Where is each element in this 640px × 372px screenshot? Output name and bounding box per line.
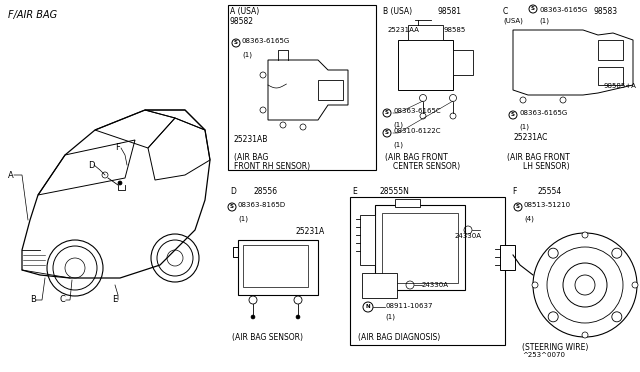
Bar — [375, 205, 465, 290]
Text: 28556: 28556 — [253, 187, 277, 196]
Text: ^253^0070: ^253^0070 — [522, 352, 565, 358]
Text: D: D — [230, 187, 236, 196]
Text: (AIR BAG DIAGNOSIS): (AIR BAG DIAGNOSIS) — [358, 333, 440, 342]
Text: C: C — [503, 7, 508, 16]
Circle shape — [582, 332, 588, 338]
Text: (1): (1) — [238, 215, 248, 221]
Text: S: S — [385, 131, 389, 135]
Bar — [228, 5, 376, 170]
Text: 08310-6122C: 08310-6122C — [393, 128, 440, 134]
Text: 98582: 98582 — [230, 17, 254, 26]
Text: (USA): (USA) — [503, 17, 523, 23]
Circle shape — [582, 232, 588, 238]
Circle shape — [383, 109, 391, 117]
Text: S: S — [385, 110, 389, 115]
Text: 28555N: 28555N — [380, 187, 410, 196]
Text: F: F — [115, 144, 120, 153]
Text: N: N — [365, 305, 371, 310]
Circle shape — [514, 203, 522, 211]
Circle shape — [575, 275, 595, 295]
Text: LH SENSOR): LH SENSOR) — [523, 162, 570, 171]
Text: S: S — [511, 112, 515, 118]
Circle shape — [228, 203, 236, 211]
Bar — [382, 213, 458, 283]
Bar — [243, 245, 308, 287]
Text: S: S — [234, 41, 238, 45]
Text: 98581: 98581 — [438, 7, 462, 16]
Text: 25231A: 25231A — [296, 227, 325, 236]
Text: (AIR BAG FRONT: (AIR BAG FRONT — [507, 153, 570, 162]
Text: (AIR BAG SENSOR): (AIR BAG SENSOR) — [232, 333, 303, 342]
Text: 08911-10637: 08911-10637 — [385, 303, 433, 309]
Text: D: D — [88, 160, 95, 170]
Circle shape — [296, 315, 300, 319]
Circle shape — [232, 39, 240, 47]
Text: 08363-8165D: 08363-8165D — [238, 202, 286, 208]
Text: E: E — [112, 295, 117, 305]
Bar — [395, 199, 420, 207]
Text: 25554: 25554 — [538, 187, 563, 196]
Bar — [500, 245, 515, 270]
Bar — [598, 67, 623, 85]
Text: 98585+A: 98585+A — [603, 83, 636, 89]
Text: (STEERING WIRE): (STEERING WIRE) — [522, 343, 588, 352]
Bar — [362, 273, 397, 298]
Text: S: S — [516, 205, 520, 209]
Text: CENTER SENSOR): CENTER SENSOR) — [393, 162, 460, 171]
Bar — [398, 40, 453, 90]
Text: (1): (1) — [539, 17, 549, 23]
Text: 08513-51210: 08513-51210 — [524, 202, 571, 208]
Bar — [238, 240, 318, 295]
Text: (AIR BAG FRONT: (AIR BAG FRONT — [385, 153, 448, 162]
Text: A: A — [8, 170, 13, 180]
Text: S: S — [230, 205, 234, 209]
Circle shape — [529, 5, 537, 13]
Text: (1): (1) — [519, 123, 529, 129]
Bar — [408, 25, 443, 40]
Bar — [598, 40, 623, 60]
Circle shape — [251, 315, 255, 319]
Text: 08363-6165G: 08363-6165G — [519, 110, 567, 116]
Circle shape — [612, 248, 622, 258]
Text: FRONT RH SENSOR): FRONT RH SENSOR) — [234, 162, 310, 171]
Text: C: C — [60, 295, 66, 305]
Text: (1): (1) — [393, 121, 403, 128]
Text: (1): (1) — [242, 51, 252, 58]
Text: (AIR BAG: (AIR BAG — [234, 153, 268, 162]
Bar — [350, 197, 505, 345]
Text: (1): (1) — [385, 313, 395, 320]
Text: B (USA): B (USA) — [383, 7, 412, 16]
Text: F/AIR BAG: F/AIR BAG — [8, 10, 57, 20]
Circle shape — [532, 282, 538, 288]
Text: 98585: 98585 — [443, 27, 465, 33]
Circle shape — [612, 312, 622, 322]
Text: 08363-6165G: 08363-6165G — [242, 38, 291, 44]
Text: E: E — [352, 187, 356, 196]
Text: 98583: 98583 — [593, 7, 617, 16]
Text: 08363-6165C: 08363-6165C — [393, 108, 440, 114]
Text: (4): (4) — [524, 215, 534, 221]
Text: 24330A: 24330A — [422, 282, 449, 288]
Circle shape — [509, 111, 517, 119]
Text: 25231AA: 25231AA — [388, 27, 420, 33]
Circle shape — [383, 129, 391, 137]
Text: A (USA): A (USA) — [230, 7, 259, 16]
Text: F: F — [512, 187, 516, 196]
Circle shape — [548, 312, 558, 322]
Text: 08363-6165G: 08363-6165G — [539, 7, 588, 13]
Text: 25231AB: 25231AB — [234, 135, 268, 144]
Text: (1): (1) — [393, 141, 403, 148]
Text: 24330A: 24330A — [455, 233, 482, 239]
Bar — [318, 80, 343, 100]
Text: S: S — [531, 6, 535, 12]
Circle shape — [632, 282, 638, 288]
Circle shape — [118, 181, 122, 185]
Circle shape — [548, 248, 558, 258]
Text: B: B — [30, 295, 36, 305]
Bar — [360, 215, 375, 265]
Text: 25231AC: 25231AC — [513, 133, 547, 142]
Bar — [453, 50, 473, 75]
Circle shape — [363, 302, 373, 312]
